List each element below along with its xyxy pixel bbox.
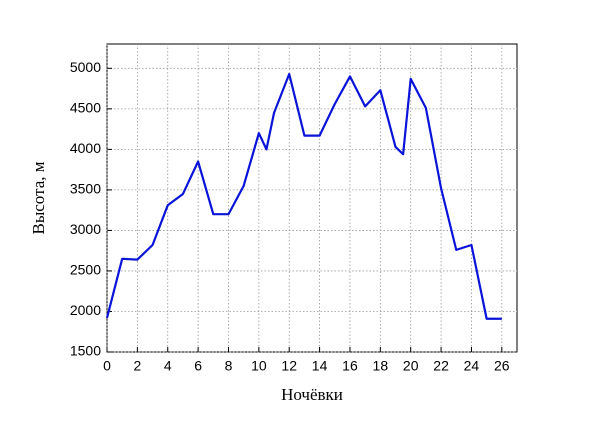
y-tick-label: 2500 bbox=[70, 262, 101, 278]
x-tick-label: 8 bbox=[225, 358, 233, 374]
x-tick-label: 14 bbox=[312, 358, 328, 374]
y-tick-label: 4000 bbox=[70, 140, 101, 156]
y-tick-label: 5000 bbox=[70, 59, 101, 75]
x-tick-label: 16 bbox=[342, 358, 358, 374]
x-tick-label: 0 bbox=[103, 358, 111, 374]
y-tick-label: 1500 bbox=[70, 343, 101, 359]
y-tick-label: 2000 bbox=[70, 302, 101, 318]
x-tick-label: 6 bbox=[194, 358, 202, 374]
y-axis-label: Высота, м bbox=[29, 161, 48, 234]
x-tick-label: 4 bbox=[164, 358, 172, 374]
x-tick-label: 18 bbox=[373, 358, 389, 374]
y-tick-label: 3000 bbox=[70, 221, 101, 237]
plot-frame bbox=[106, 43, 518, 353]
x-tick-label: 10 bbox=[251, 358, 267, 374]
x-tick-label: 22 bbox=[433, 358, 449, 374]
x-tick-label: 26 bbox=[494, 358, 510, 374]
x-tick-label: 2 bbox=[133, 358, 141, 374]
x-tick-label: 20 bbox=[403, 358, 419, 374]
x-tick-label: 12 bbox=[281, 358, 297, 374]
x-axis-label: Ночёвки bbox=[281, 385, 343, 404]
x-tick-label: 24 bbox=[464, 358, 480, 374]
y-tick-label: 3500 bbox=[70, 181, 101, 197]
y-tick-label: 4500 bbox=[70, 100, 101, 116]
data-line bbox=[105, 72, 502, 320]
